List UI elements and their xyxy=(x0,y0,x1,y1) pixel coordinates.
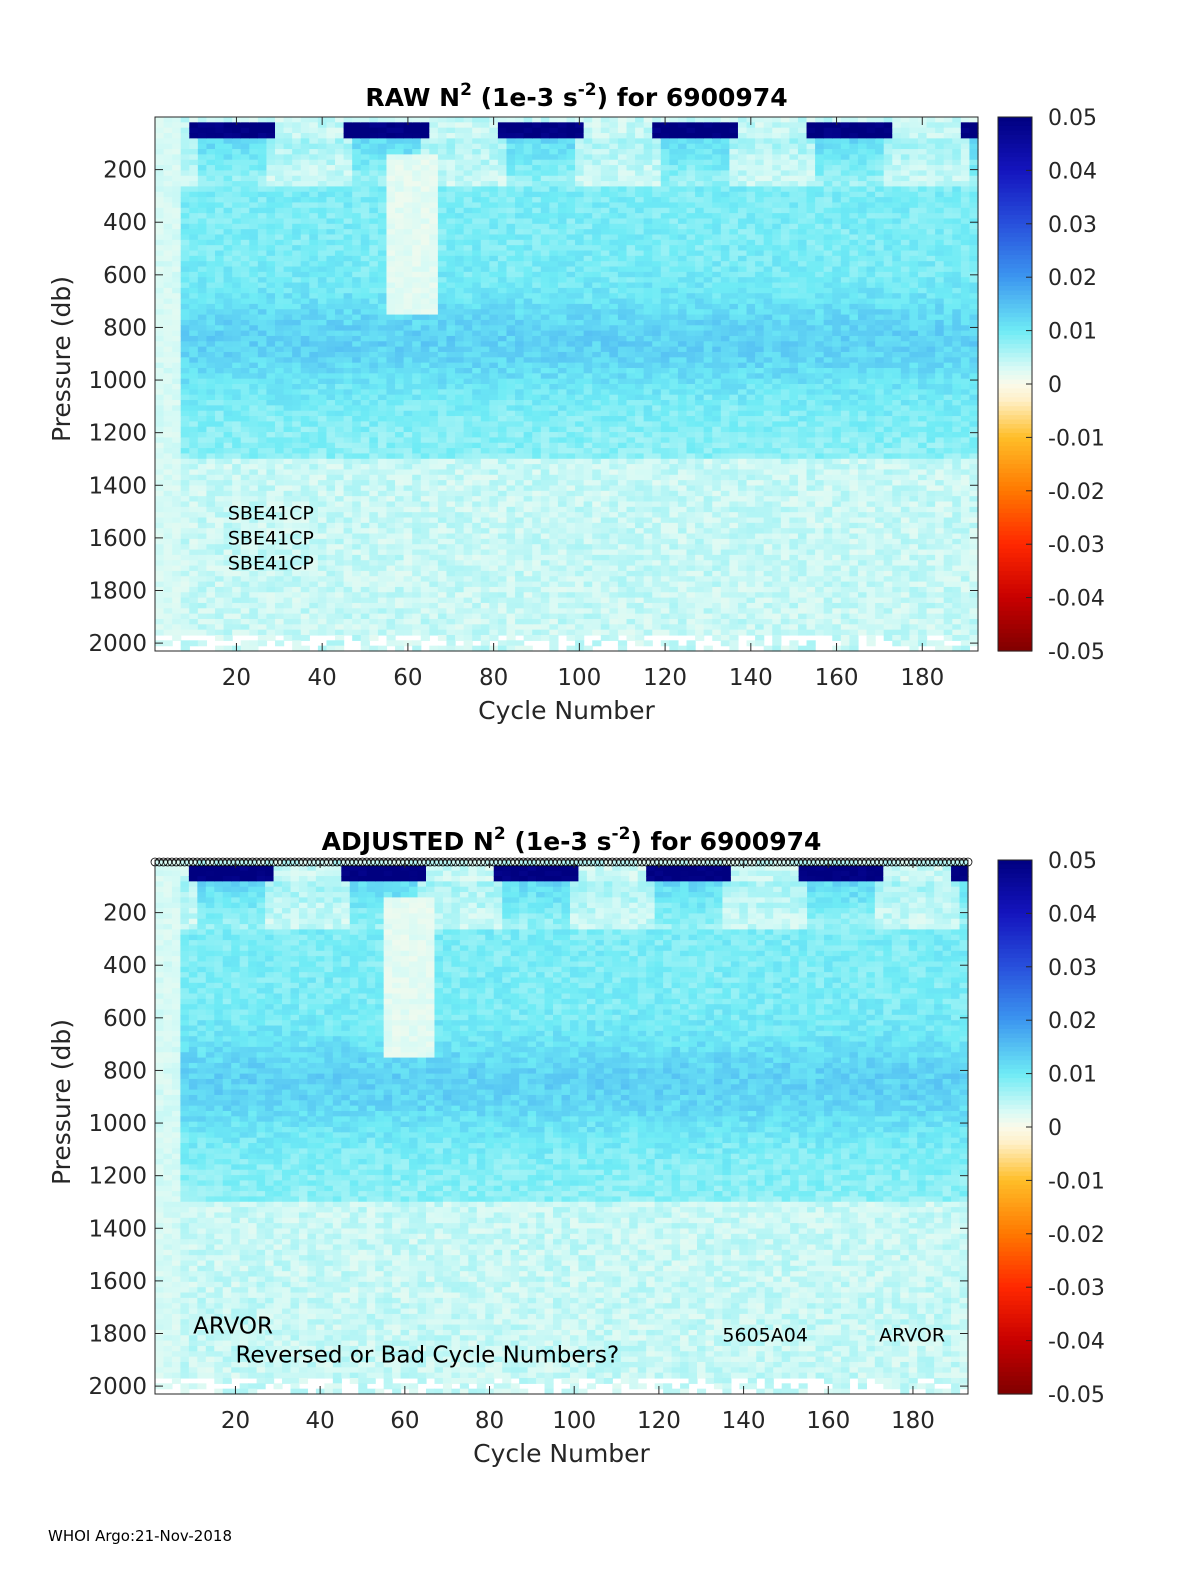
x-tick-label: 100 xyxy=(552,1408,596,1434)
y-tick-label: 800 xyxy=(103,1058,147,1084)
x-axis-label: Cycle Number xyxy=(473,1439,650,1468)
x-axis-label: Cycle Number xyxy=(478,696,655,725)
y-tick-label: 1600 xyxy=(88,526,147,552)
y-tick-label: 1000 xyxy=(88,368,147,394)
x-tick-label: 160 xyxy=(815,665,859,691)
colorbar-tick-label: -0.03 xyxy=(1048,533,1105,558)
x-tick-label: 60 xyxy=(390,1408,419,1434)
colorbar-tick-label: 0.03 xyxy=(1048,213,1097,238)
y-tick-label: 1600 xyxy=(88,1269,147,1295)
chart-panel-2: 20 40 60 80 100 120 140 160 180 200 400 600 800 1000 1… xyxy=(47,824,1105,1468)
y-tick-label: 1800 xyxy=(88,1321,147,1347)
x-tick-label: 180 xyxy=(900,665,944,691)
chart-panel-1: 20 40 60 80 100 120 140 160 180 200 400 600 800 1000 1… xyxy=(47,80,1105,725)
colorbar-tick-label: 0 xyxy=(1048,1116,1062,1141)
colorbar-tick-label: -0.05 xyxy=(1048,1383,1105,1408)
y-tick-label: 1400 xyxy=(88,1216,147,1242)
colorbar-tick-label: 0.04 xyxy=(1048,159,1097,184)
y-tick-label: 2000 xyxy=(88,1374,147,1400)
y-tick-label: 200 xyxy=(103,901,147,927)
x-tick-label: 120 xyxy=(643,665,687,691)
y-axis-label: Pressure (db) xyxy=(47,276,76,442)
y-tick-label: 1000 xyxy=(88,1111,147,1137)
y-tick-label: 600 xyxy=(103,1006,147,1032)
colorbar-tick-label: -0.04 xyxy=(1048,1330,1105,1355)
annotation: ARVOR xyxy=(879,1324,945,1346)
colorbar-tick-label: 0.03 xyxy=(1048,956,1097,981)
x-tick-label: 40 xyxy=(308,665,337,691)
annotation: SBE41CP xyxy=(228,552,314,574)
y-tick-label: 1800 xyxy=(88,578,147,604)
plot-frame xyxy=(154,859,969,1395)
annotation: SBE41CP xyxy=(228,527,314,549)
y-tick-label: 1200 xyxy=(88,1164,147,1190)
colorbar-tick-label: -0.03 xyxy=(1048,1276,1105,1301)
y-tick-label: 1400 xyxy=(88,473,147,499)
y-tick-label: 1200 xyxy=(88,421,147,447)
colorbar-tick-label: -0.02 xyxy=(1048,1223,1105,1248)
y-tick-label: 800 xyxy=(103,315,147,341)
annotation: SBE41CP xyxy=(228,502,314,524)
x-tick-label: 120 xyxy=(637,1408,681,1434)
x-tick-label: 20 xyxy=(222,665,251,691)
colorbar-tick-label: 0.05 xyxy=(1048,106,1097,131)
chart-title: RAW N2 (1e-3 s-2) for 6900974 xyxy=(365,80,787,112)
colorbar-tick-label: 0.05 xyxy=(1048,849,1097,874)
colorbar-tick-label: 0.04 xyxy=(1048,902,1097,927)
x-tick-label: 80 xyxy=(475,1408,504,1434)
y-tick-label: 2000 xyxy=(88,631,147,657)
colorbar-tick-label: 0.01 xyxy=(1048,320,1097,345)
colorbar-tick-label: 0.01 xyxy=(1048,1063,1097,1088)
x-tick-label: 160 xyxy=(806,1408,850,1434)
colorbar-tick-label: -0.01 xyxy=(1048,426,1105,451)
y-tick-label: 600 xyxy=(103,263,147,289)
annotation: ARVOR xyxy=(193,1313,273,1339)
x-tick-label: 140 xyxy=(722,1408,766,1434)
y-tick-label: 400 xyxy=(103,210,147,236)
colorbar-tick-label: 0.02 xyxy=(1048,1009,1097,1034)
chart-title: ADJUSTED N2 (1e-3 s-2) for 6900974 xyxy=(322,824,822,856)
colorbar-tick-label: 0.02 xyxy=(1048,266,1097,291)
colorbar-tick-label: 0 xyxy=(1048,373,1062,398)
x-tick-label: 180 xyxy=(891,1408,935,1434)
x-tick-label: 20 xyxy=(221,1408,250,1434)
colorbar: 0.05 0.04 0.03 0.02 0.01 0 -0.01 -0.02 -0.03 -0.0… xyxy=(997,849,1105,1408)
qc-flag-markers xyxy=(150,857,973,867)
x-tick-label: 100 xyxy=(557,665,601,691)
x-tick-label: 140 xyxy=(729,665,773,691)
plot-frame xyxy=(154,116,979,652)
x-tick-label: 60 xyxy=(393,665,422,691)
y-tick-label: 200 xyxy=(103,158,147,184)
x-tick-label: 40 xyxy=(306,1408,335,1434)
heatmap-cells xyxy=(155,117,979,652)
y-tick-label: 400 xyxy=(103,953,147,979)
colorbar-tick-label: -0.02 xyxy=(1048,480,1105,505)
colorbar-tick-label: -0.01 xyxy=(1048,1169,1105,1194)
x-tick-label: 80 xyxy=(479,665,508,691)
y-axis-label: Pressure (db) xyxy=(47,1019,76,1185)
heatmap-cells xyxy=(155,860,969,1395)
footer-credit: WHOI Argo:21-Nov-2018 xyxy=(48,1527,232,1545)
annotation: 5605A04 xyxy=(722,1324,808,1346)
annotation: Reversed or Bad Cycle Numbers? xyxy=(235,1342,619,1368)
colorbar-tick-label: -0.05 xyxy=(1048,640,1105,665)
colorbar-tick-label: -0.04 xyxy=(1048,587,1105,612)
colorbar: 0.05 0.04 0.03 0.02 0.01 0 -0.01 -0.02 -0.03 -0.0… xyxy=(997,106,1105,665)
